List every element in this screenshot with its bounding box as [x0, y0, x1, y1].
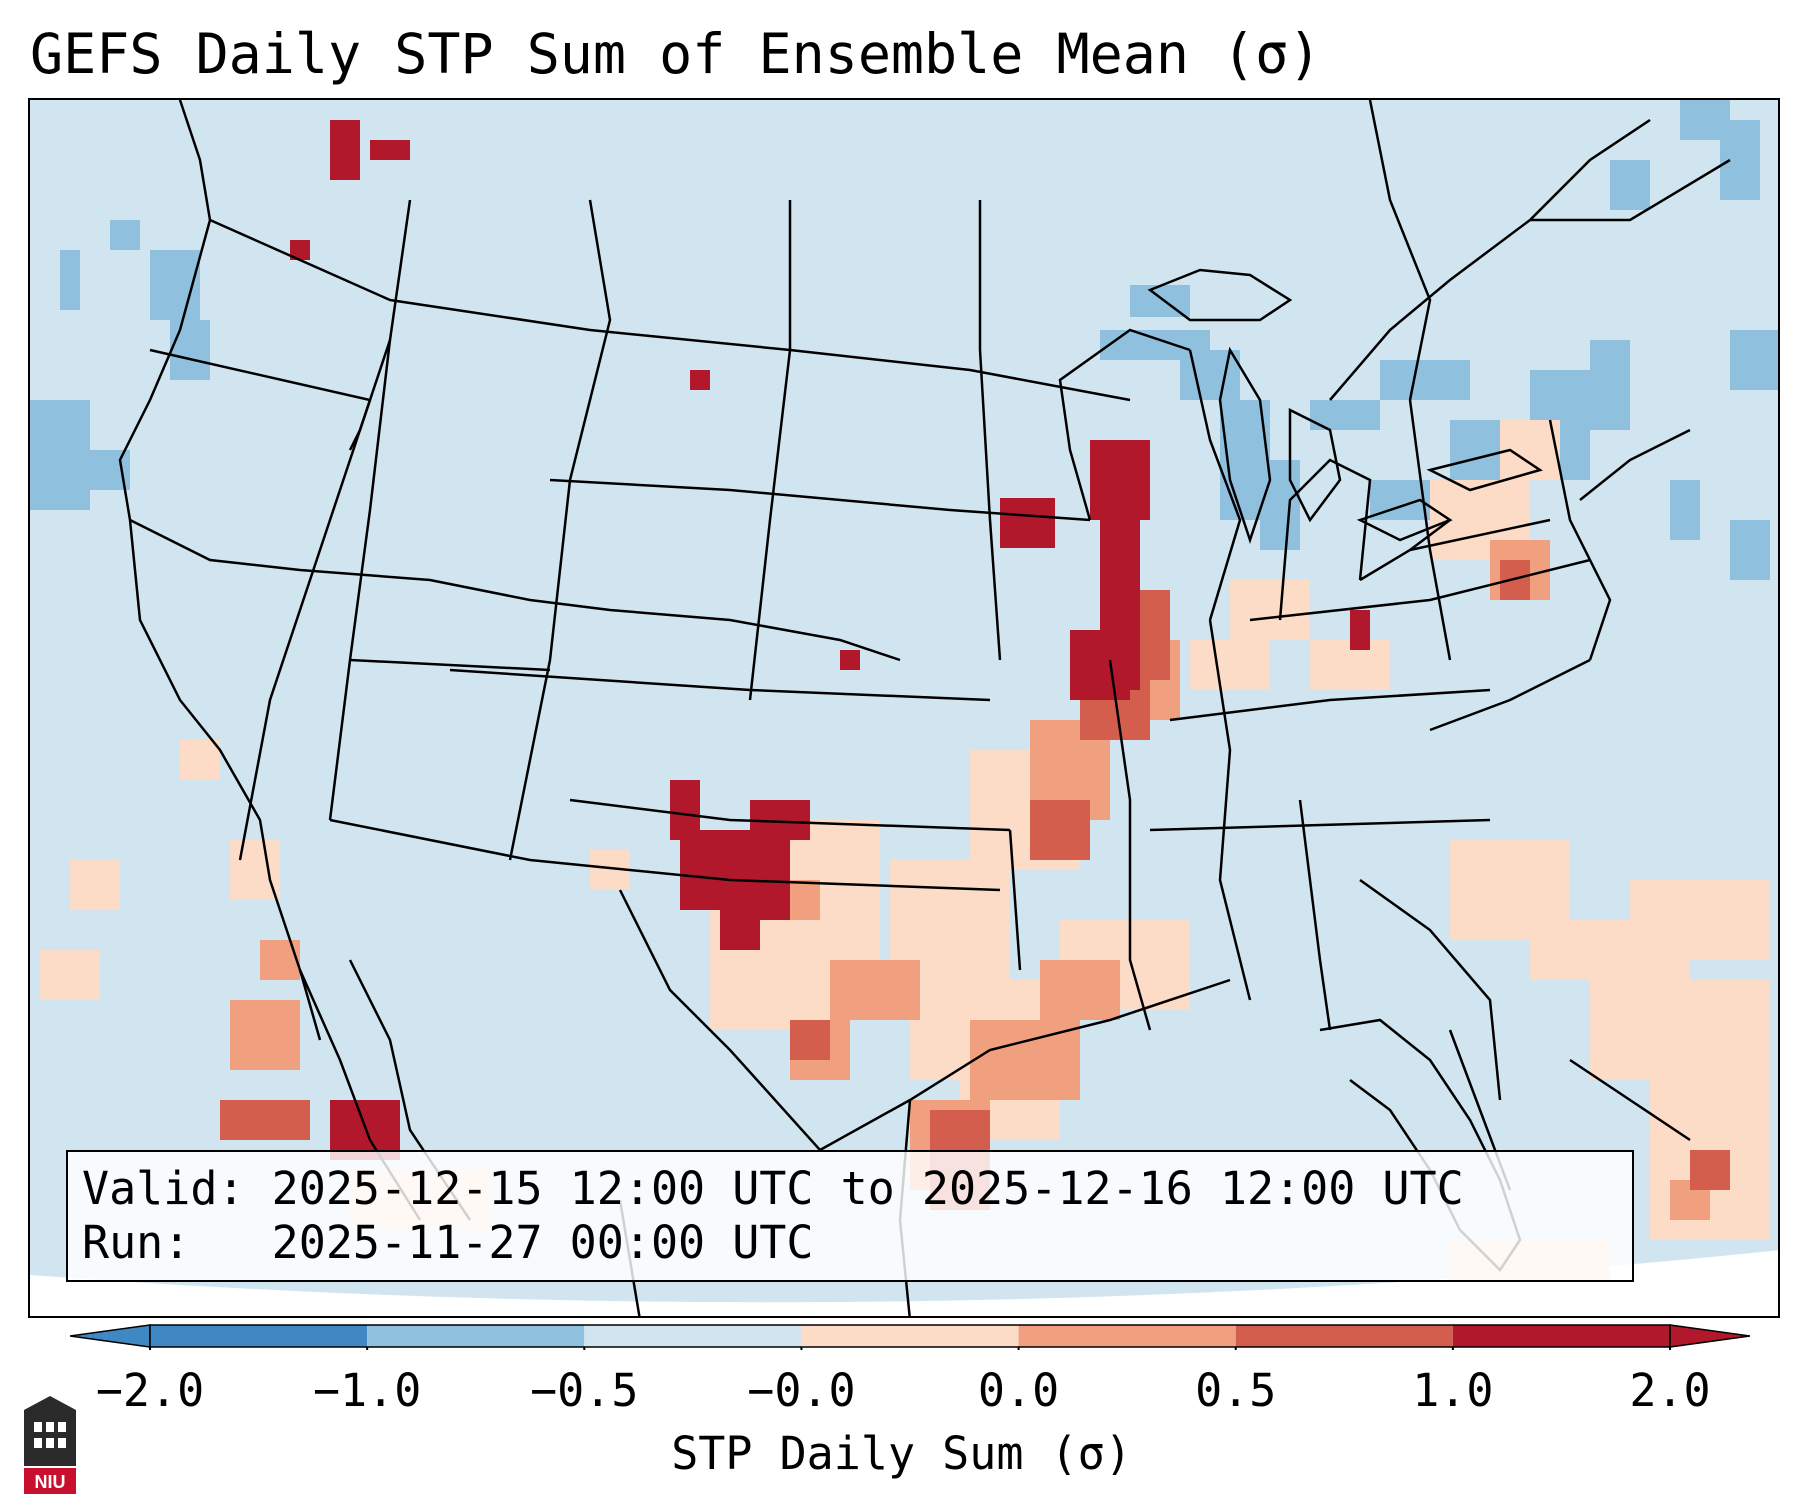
map-panel [28, 98, 1780, 1318]
anomaly-field [30, 100, 1778, 1280]
political-borders [118, 100, 1731, 1316]
colorbar-segment [1452, 1325, 1670, 1347]
colorbar-tick-label: −2.0 [95, 1364, 205, 1417]
colorbar-tick-label: 0.0 [977, 1364, 1060, 1417]
colorbar-segment [367, 1325, 585, 1347]
colorbar-segment [584, 1325, 802, 1347]
colorbar-tick-label: −0.5 [530, 1364, 639, 1417]
chart-title: GEFS Daily STP Sum of Ensemble Mean (σ) [30, 22, 1322, 86]
colorbar-outline [149, 1324, 1671, 1348]
colorbar-segment [150, 1325, 368, 1347]
negative-anomaly-cells [30, 100, 1778, 580]
colorbar-segment [1235, 1325, 1453, 1347]
colorbar [70, 1324, 1750, 1350]
colorbar-tick-label: 2.0 [1629, 1364, 1711, 1417]
colorbar-tick-label: −1.0 [312, 1364, 422, 1417]
niu-logo: NIU [24, 1396, 76, 1494]
great-lakes-coast [1147, 268, 1543, 544]
valid-time-text: Valid: 2025-12-15 12:00 UTC to 2025-12-1… [82, 1162, 1464, 1215]
colorbar-tick-label: 0.5 [1195, 1364, 1277, 1417]
projection-edge [30, 1250, 1778, 1316]
colorbar-segments [70, 1324, 1750, 1350]
colorbar-label: STP Daily Sum (σ) [671, 1427, 1132, 1480]
niu-logo-text: NIU [35, 1472, 66, 1492]
stp-map [30, 100, 1778, 1316]
colorbar-tick-label: 1.0 [1412, 1364, 1494, 1417]
colorbar-segment [1018, 1325, 1236, 1347]
colorbar-segment [801, 1325, 1019, 1347]
valid-run-info-box: Valid: 2025-12-15 12:00 UTC to 2025-12-1… [66, 1150, 1634, 1282]
colorbar-extend-high [1669, 1324, 1750, 1348]
colorbar-extend-low [70, 1324, 151, 1348]
colorbar-tick-label: −0.0 [747, 1364, 856, 1417]
run-time-text: Run: 2025-11-27 00:00 UTC [82, 1216, 814, 1269]
